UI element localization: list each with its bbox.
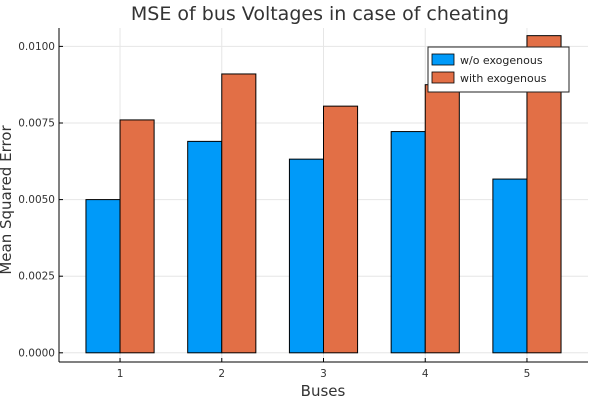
chart-title: MSE of bus Voltages in case of cheating [131,3,509,25]
x-tick-label: 1 [117,368,124,380]
legend-swatch-with-exogenous [431,71,455,84]
bar-wo-exogenous-bus-2 [187,140,223,354]
bar-with-exogenous-bus-1 [119,119,155,354]
legend: w/o exogenous with exogenous [427,46,570,93]
x-tick-label: 2 [218,368,225,380]
bar-with-exogenous-bus-2 [221,73,257,354]
x-axis-label: Buses [301,382,346,400]
legend-swatch-wo-exogenous [431,53,455,66]
bar-with-exogenous-bus-3 [323,105,359,354]
y-tick-label: 0.0025 [18,271,55,283]
legend-label-with-exogenous: with exogenous [460,72,547,85]
y-tick-label: 0.0000 [18,347,55,359]
bar-wo-exogenous-bus-1 [85,199,121,354]
y-axis-label: Mean Squared Error [0,125,15,275]
bar-wo-exogenous-bus-3 [288,158,325,354]
y-tick-label: 0.0100 [18,41,55,53]
x-tick-label: 4 [422,368,429,380]
bar-with-exogenous-bus-4 [424,84,460,354]
bars [85,35,562,354]
y-tick-label: 0.0075 [18,117,55,129]
bar-wo-exogenous-bus-4 [390,131,426,354]
tick-labels: 0.0000 0.0025 0.0050 0.0075 0.0100 1 2 3 4 5 [18,41,530,380]
y-tick-label: 0.0050 [18,194,55,206]
x-tick-label: 5 [524,368,531,380]
legend-label-wo-exogenous: w/o exogenous [460,54,543,67]
bar-wo-exogenous-bus-5 [492,178,528,354]
x-tick-label: 3 [320,368,327,380]
axes [58,28,588,363]
